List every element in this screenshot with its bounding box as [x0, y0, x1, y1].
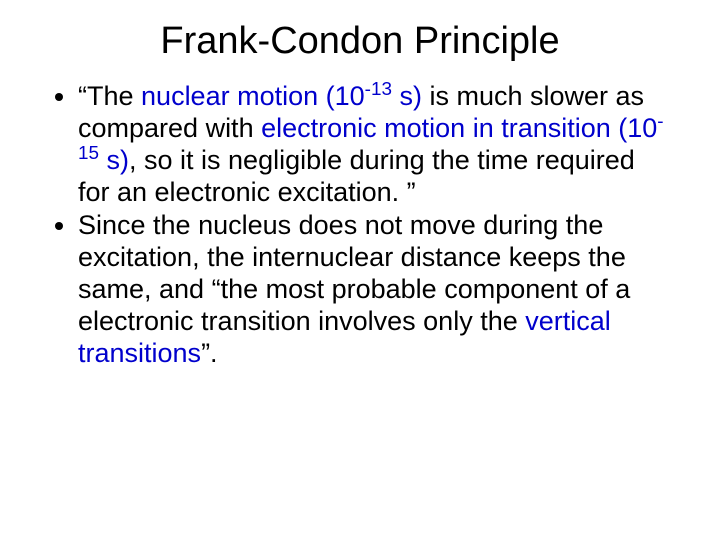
bullet-list: “The nuclear motion (10-13 s) is much sl…	[50, 81, 670, 370]
highlight-text: nuclear motion (10	[141, 81, 365, 111]
highlight-text: electronic motion in transition (10	[261, 113, 657, 143]
highlight-text: -13	[365, 79, 392, 100]
highlight-text: s)	[99, 145, 129, 175]
slide: Frank-Condon Principle “The nuclear moti…	[0, 0, 720, 540]
slide-title: Frank-Condon Principle	[50, 20, 670, 63]
body-text: “The	[78, 81, 141, 111]
highlight-text: s)	[392, 81, 422, 111]
body-text: , so it is negligible during the time re…	[78, 145, 635, 207]
body-text: ”.	[201, 338, 218, 368]
bullet-item: “The nuclear motion (10-13 s) is much sl…	[78, 81, 670, 208]
bullet-item: Since the nucleus does not move during t…	[78, 210, 670, 369]
